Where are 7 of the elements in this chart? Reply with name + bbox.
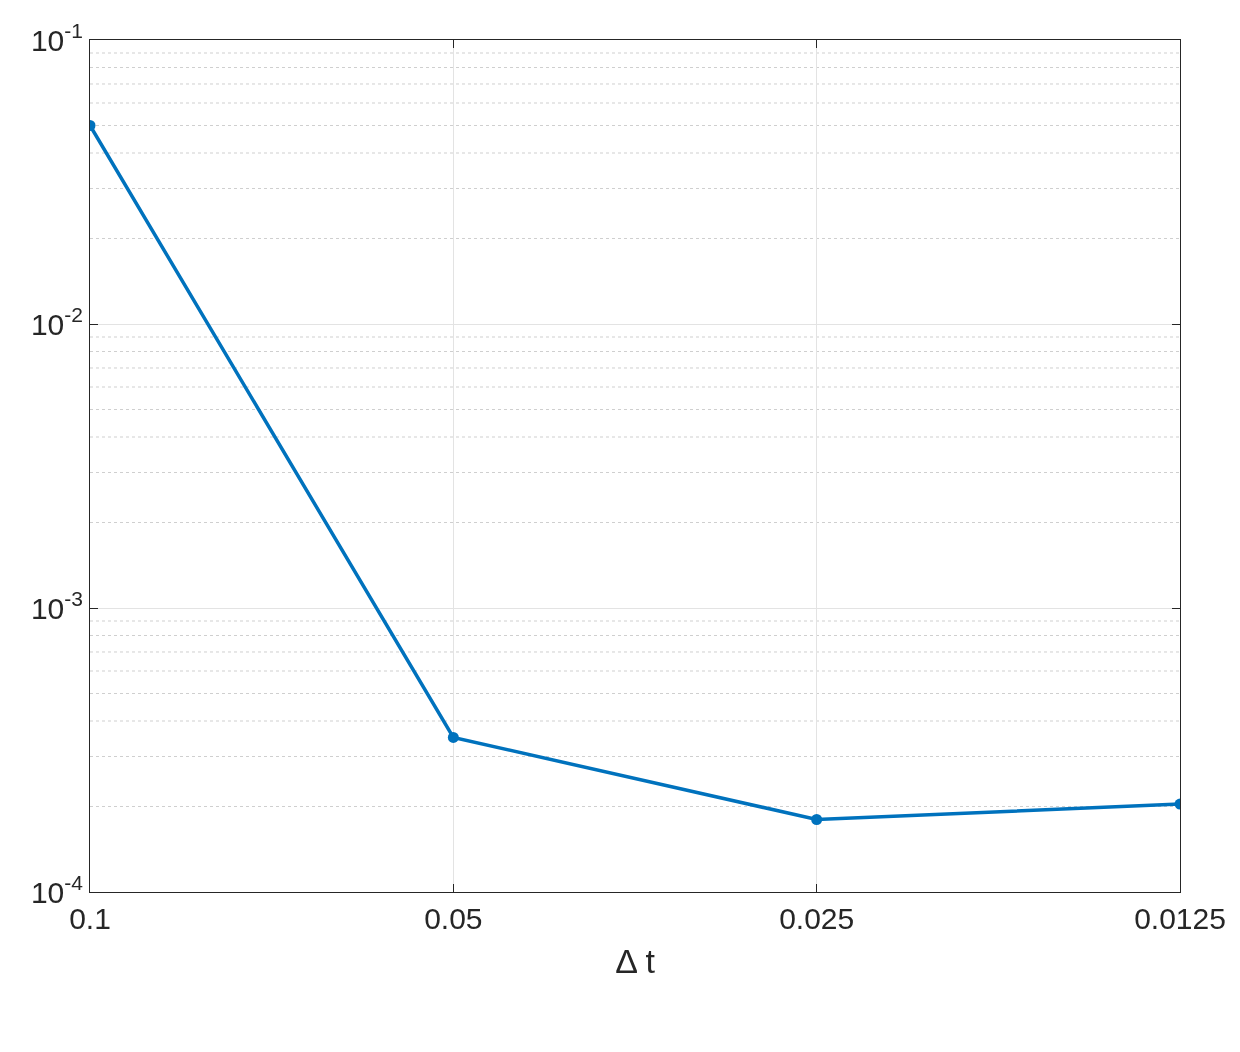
y-tick-label: 10$^{-3}$	[30, 586, 83, 625]
x-tick-label: 0.05	[424, 902, 483, 935]
x-axis-title: Δ t	[615, 942, 656, 981]
x-tick-label: 0.0125	[1134, 902, 1226, 935]
y-tick-label: 10$^{-2}$	[30, 302, 83, 341]
x-tick-label: 0.025	[779, 902, 855, 935]
y-tick-label: 10$^{-1}$	[30, 18, 83, 57]
